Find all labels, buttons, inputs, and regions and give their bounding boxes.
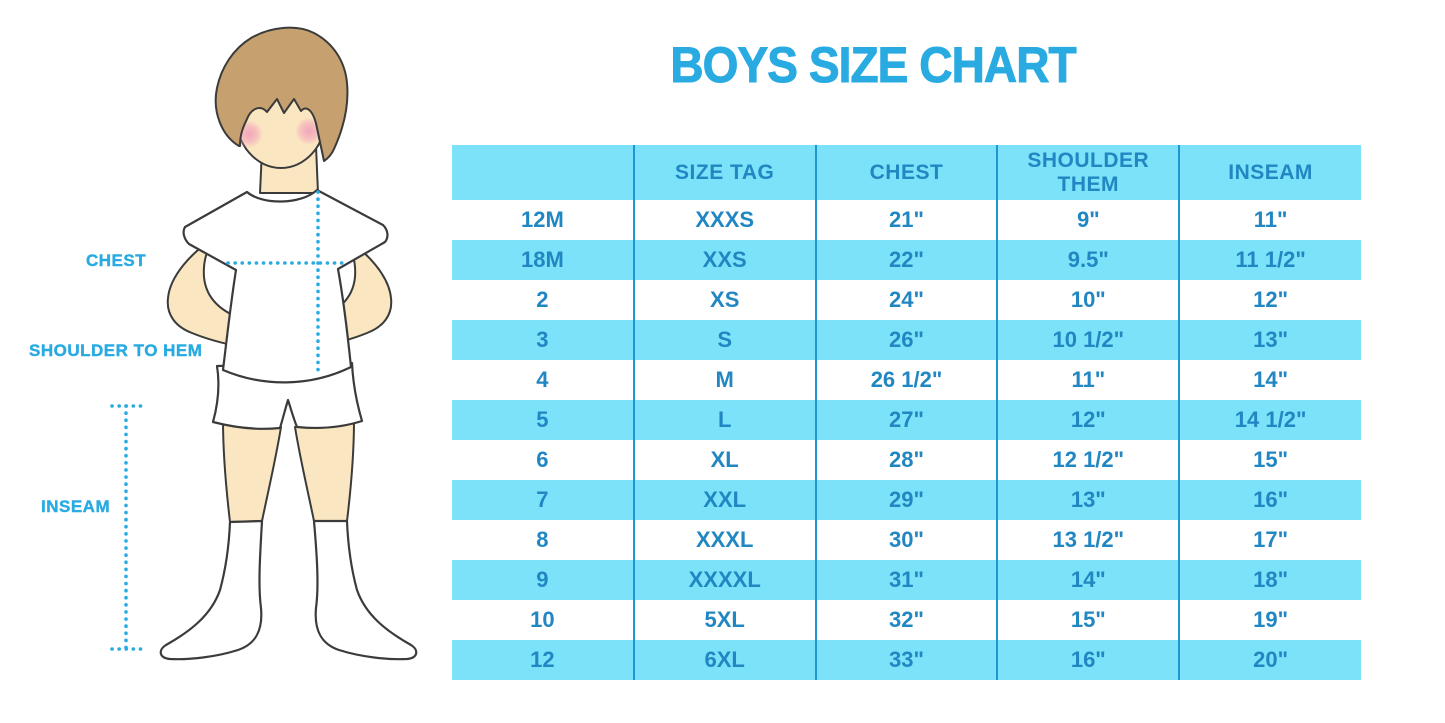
table-cell: XXS [632,240,816,280]
header-cell-size [452,145,634,200]
table-cell: M [632,360,816,400]
table-row: 8 XXXL 30" 13 1/2" 17" [452,520,1361,560]
table-cell: 10 1/2" [996,320,1180,360]
table-cell: 19" [1178,600,1361,640]
table-cell: 12M [521,207,564,232]
table-cell: 15" [996,600,1180,640]
table-cell: 14 1/2" [1178,400,1361,440]
table-cell: XXXL [632,520,816,560]
table-row: 6 XL 28" 12 1/2" 15" [452,440,1361,480]
table-cell: 30" [814,520,998,560]
header-cell-inseam: INSEAM [1178,145,1361,200]
table-cell: 16" [996,640,1180,680]
table-row: 9 XXXXL 31" 14" 18" [452,560,1361,600]
table-cell: 13 1/2" [996,520,1180,560]
table-cell: 12" [1178,280,1361,320]
table-row: 12M XXXS 21" 9" 11" [452,200,1361,240]
table-cell: 15" [1178,440,1361,480]
table-row: 10 5XL 32" 15" 19" [452,600,1361,640]
boy-illustration [110,26,418,661]
shoulder-to-hem-label: SHOULDER TO HEM [29,341,203,360]
table-cell: XXL [632,480,816,520]
table-cell: 18" [1178,560,1361,600]
table-cell: 11" [1178,200,1361,240]
page-title: BOYS SIZE CHART [670,37,1077,94]
table-row: 12 6XL 33" 16" 20" [452,640,1361,680]
boy-left-leg [222,419,282,523]
table-row: 3 S 26" 10 1/2" 13" [452,320,1361,360]
table-cell: 22" [814,240,998,280]
table-cell: 11" [996,360,1180,400]
boy-right-leg [294,419,355,522]
table-cell: L [632,400,816,440]
table-cell: 27" [814,400,998,440]
table-cell: 14" [996,560,1180,600]
table-row: 4 M 26 1/2" 11" 14" [452,360,1361,400]
inseam-label: INSEAM [41,497,111,516]
table-cell: 33" [814,640,998,680]
table-cell: 5 [452,400,634,440]
table-cell: 9 [452,560,634,600]
table-cell: 8 [536,527,549,552]
table-cell: 31" [814,560,998,600]
table-cell: 4 [536,367,549,392]
size-table: SIZE TAG CHEST SHOULDER THEM INSEAM 12M X… [452,145,1361,680]
table-cell: 18M [452,240,634,280]
boy-left-arm [166,239,247,348]
size-table-body: 12M XXXS 21" 9" 11" 18M XXS 22" 9.5" 11 1/2" 2 XS 24… [452,200,1361,680]
table-row: 18M XXS 22" 9.5" 11 1/2" [452,240,1361,280]
boy-shirt [182,188,389,384]
table-cell: 26 1/2" [814,360,998,400]
table-cell: 11 1/2" [1178,240,1361,280]
table-row: 2 XS 24" 10" 12" [452,280,1361,320]
boy-hair [214,26,349,162]
header-cell-size-tag: SIZE TAG [632,145,816,200]
table-cell: 12 [452,640,634,680]
table-row: 7 XXL 29" 13" 16" [452,480,1361,520]
table-cell: 9.5" [996,240,1180,280]
table-cell: 14" [1178,360,1361,400]
chest-label: CHEST [86,251,147,270]
table-cell: 21" [814,200,998,240]
table-cell: 17" [1178,520,1361,560]
table-cell: S [632,320,816,360]
table-cell: 3 [452,320,634,360]
table-cell: 13" [996,480,1180,520]
table-cell: XL [632,440,816,480]
table-cell: 16" [1178,480,1361,520]
table-cell: 10" [996,280,1180,320]
table-cell: 12" [996,400,1180,440]
table-cell: 2 [536,287,549,312]
header-row: SIZE TAG CHEST SHOULDER THEM INSEAM [452,145,1361,200]
table-cell: 9" [996,200,1180,240]
size-table-header: SIZE TAG CHEST SHOULDER THEM INSEAM [452,145,1361,200]
boy-left-sock [159,519,264,661]
table-cell: 28" [814,440,998,480]
table-cell: XXXS [632,200,816,240]
table-cell: 6 [536,447,549,472]
table-cell: XXXXL [632,560,816,600]
header-cell-chest: CHEST [814,145,998,200]
header-cell-shoulder: SHOULDER THEM [996,145,1180,200]
table-row: 5 L 27" 12" 14 1/2" [452,400,1361,440]
table-cell: 24" [814,280,998,320]
boy-right-sock [312,519,418,661]
table-cell: 12 1/2" [996,440,1180,480]
table-cell: 32" [814,600,998,640]
table-cell: 10 [530,607,555,632]
table-cell: 5XL [632,600,816,640]
table-cell: 26" [814,320,998,360]
table-cell: 29" [814,480,998,520]
table-cell: 20" [1178,640,1361,680]
table-cell: 13" [1178,320,1361,360]
table-cell: XS [632,280,816,320]
table-cell: 7 [452,480,634,520]
table-cell: 6XL [632,640,816,680]
